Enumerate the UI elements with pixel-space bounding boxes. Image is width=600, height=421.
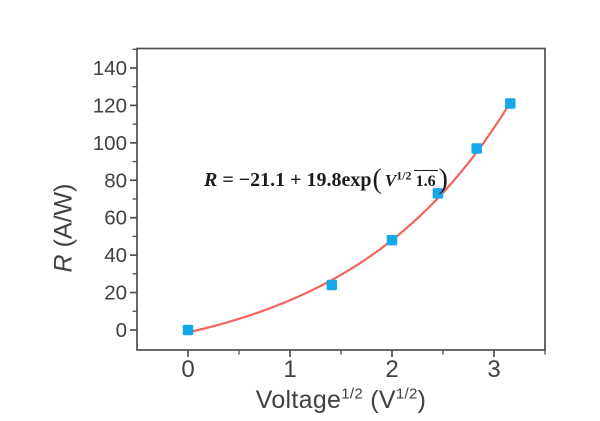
equation-lhs: R bbox=[204, 168, 218, 191]
x-tick-label: 3 bbox=[487, 356, 500, 383]
data-point bbox=[471, 143, 482, 154]
fraction-numerator-exponent: 1/2 bbox=[396, 168, 412, 183]
fraction-numerator-var: V bbox=[384, 171, 397, 190]
data-point bbox=[326, 279, 338, 291]
y-tick-label: 40 bbox=[104, 244, 127, 267]
x-tick-label: 0 bbox=[181, 356, 194, 383]
data-point bbox=[182, 324, 194, 336]
y-tick-label: 140 bbox=[93, 57, 127, 80]
y-tick-label: 0 bbox=[116, 319, 127, 342]
y-tick-label: 60 bbox=[104, 207, 127, 230]
x-axis-title: Voltage1/2 (V1/2) bbox=[255, 385, 427, 414]
x-tick-label: 2 bbox=[385, 356, 398, 383]
equation-open-paren: ( bbox=[372, 164, 382, 195]
y-axis-title: R (A/W) bbox=[49, 183, 78, 273]
y-tick-label: 100 bbox=[93, 132, 127, 155]
y-tick-label: 20 bbox=[104, 282, 127, 305]
equation-rhs: = −21.1 + 19.8exp bbox=[217, 168, 372, 191]
y-tick-label: 80 bbox=[104, 169, 127, 192]
x-tick-label: 1 bbox=[283, 356, 296, 383]
fit-curve bbox=[186, 100, 512, 334]
fraction-denominator: 1.6 bbox=[413, 170, 438, 190]
fit-equation: R = −21.1 + 19.8exp(V1/2 1.6) bbox=[204, 151, 449, 209]
y-tick-label: 120 bbox=[93, 94, 127, 117]
data-point bbox=[386, 234, 398, 246]
equation-fraction: V1/2 1.6 bbox=[383, 168, 438, 190]
data-point bbox=[505, 98, 516, 109]
data-point bbox=[432, 188, 444, 199]
equation-close-paren: ) bbox=[438, 164, 448, 195]
